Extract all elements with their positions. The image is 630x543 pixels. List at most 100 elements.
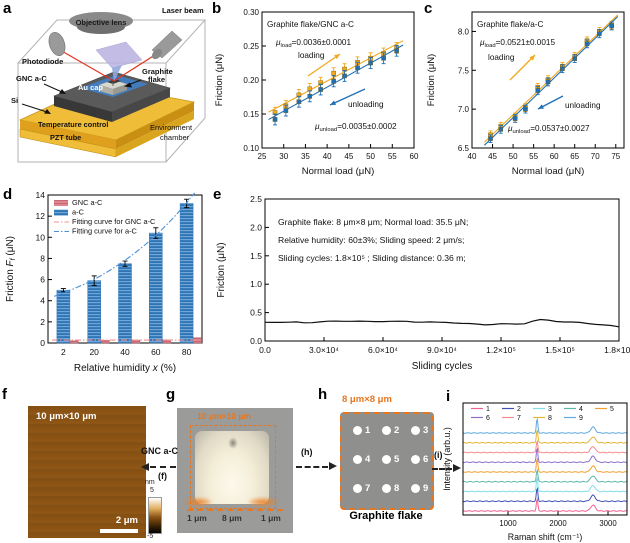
colorbar-max: 5 <box>150 487 154 494</box>
photodiode-label: Photodiode <box>22 57 63 66</box>
arrow-to-i <box>432 468 452 470</box>
gnc-bar <box>70 340 79 344</box>
graphite-flake-label-1: Graphite <box>142 67 173 76</box>
spectrum-5 <box>463 457 627 473</box>
x-axis-label: Raman shift (cm⁻¹) <box>508 532 583 542</box>
graphite-flake-photo <box>195 431 269 504</box>
flake-map: 1 2 3 4 5 6 7 8 9 <box>340 412 434 510</box>
raman-spot-marker <box>411 484 420 493</box>
data-point <box>488 136 493 141</box>
data-point <box>609 23 614 29</box>
mu-annotation: μunload=0.0035±0.0002 <box>314 122 397 133</box>
raman-spot-marker <box>382 484 391 493</box>
legend-swatch-ac <box>54 209 68 216</box>
legend-number: 9 <box>579 415 583 422</box>
x-tick-label: 30 <box>279 152 288 161</box>
gnc-bar <box>100 340 110 344</box>
data-point <box>331 79 336 84</box>
afm-image: 10 μm×10 μm 2 μm <box>28 406 146 538</box>
si-label: Si <box>11 96 18 105</box>
leader-arrows <box>21 79 142 114</box>
y-tick-label: 8.0 <box>458 27 470 36</box>
colorbar-unit: nm <box>145 479 155 486</box>
raman-spectra-chart: 1000 2000 3000 Raman shift (cm⁻¹) Intensity … <box>443 402 628 542</box>
y-axis-label: Friction (μN) <box>216 242 227 297</box>
scan-area-outline <box>190 425 276 509</box>
legend-number: 4 <box>579 406 583 413</box>
plot-frame <box>471 11 625 149</box>
legend-number: 1 <box>486 406 490 413</box>
x-tick-label: 2 <box>61 347 66 357</box>
legend-label: GNC a-C <box>72 198 103 207</box>
spectrum-9 <box>463 417 627 434</box>
y-tick-label: 2.0 <box>250 222 262 232</box>
y-tick-label: 12 <box>36 211 46 221</box>
ac-bar <box>149 232 163 344</box>
data-point <box>381 55 386 61</box>
loading-label: loading <box>488 53 515 62</box>
legend-swatch-gnc <box>54 200 68 206</box>
data-point <box>318 87 323 92</box>
ac-bar <box>56 289 71 344</box>
arrow-to-h-head <box>329 462 337 470</box>
y-tick-label: 8 <box>40 253 45 263</box>
arrow-to-i-head <box>453 464 461 472</box>
graphite-flake-label-2: flake <box>148 75 165 84</box>
data-point <box>394 48 399 54</box>
laser-beam-label: Laser beam <box>162 6 204 15</box>
x-tick-label: 40 <box>323 152 332 161</box>
objective-lens-label: Objective lens <box>76 18 127 27</box>
x-tick-label: 1.2×10⁵ <box>486 345 516 355</box>
spectrum-6 <box>463 447 627 464</box>
y-tick-label: 10 <box>36 232 46 242</box>
legend-number: 7 <box>517 415 521 422</box>
legend-number: 2 <box>517 406 521 413</box>
afm-size-label: 10 μm×10 μm <box>36 411 97 422</box>
raman-spot-number: 9 <box>423 483 429 494</box>
x-tick-label: 75 <box>611 152 620 161</box>
panel-letter-i: i <box>446 388 451 405</box>
x-tick-label: 35 <box>301 152 310 161</box>
data-point <box>523 106 528 112</box>
data-point <box>560 66 565 72</box>
y-tick-label: 0.5 <box>250 308 262 318</box>
annotation-line: Relative humidity: 60±3%; Sliding speed:… <box>278 235 464 245</box>
y-axis-label: Friction (μN) <box>214 54 225 106</box>
fit-line <box>483 14 619 143</box>
legend-number: 6 <box>486 415 490 422</box>
x-tick-label: 70 <box>591 152 600 161</box>
x-tick-label: 55 <box>388 152 397 161</box>
data-point <box>307 86 313 92</box>
spectrum-2 <box>463 486 627 503</box>
arrow-to-f-head <box>141 463 149 471</box>
x-tick-label: 6.0×10⁴ <box>368 345 398 355</box>
raman-spot-marker <box>353 426 362 435</box>
legend-label: Fitting curve for GNC a-C <box>72 217 156 226</box>
y-axis-label: Friction (μN) <box>426 54 437 106</box>
mu-annotation: μunload=0.0537±0.0027 <box>507 124 590 135</box>
colorbar-min: -5 <box>147 533 154 540</box>
raman-spot-number: 8 <box>394 483 400 494</box>
f-ref-label: (f) <box>158 471 167 481</box>
x-tick-label: 40 <box>468 152 477 161</box>
data-point <box>535 88 541 93</box>
panel-letter-b: b <box>212 0 222 17</box>
legend-number: 3 <box>548 406 552 413</box>
raman-spot-marker <box>411 426 420 435</box>
panel-letter-f: f <box>2 386 7 403</box>
panel-letter-d: d <box>3 186 13 203</box>
flake-dimple <box>228 437 238 449</box>
y-tick-label: 14 <box>36 190 46 200</box>
x-tick-label: 0.0 <box>259 345 271 355</box>
data-point <box>342 73 347 79</box>
y-tick-label: 0 <box>40 338 45 348</box>
data-point <box>572 56 578 61</box>
y-tick-label: 6.5 <box>458 144 470 153</box>
y-tick-label: 1.5 <box>250 251 262 261</box>
raman-spot-number: 1 <box>365 425 371 436</box>
x-tick-label: 9.0×10⁴ <box>427 345 457 355</box>
data-point <box>597 31 602 37</box>
objective-lens-shape <box>69 12 133 34</box>
data-point <box>331 70 336 76</box>
